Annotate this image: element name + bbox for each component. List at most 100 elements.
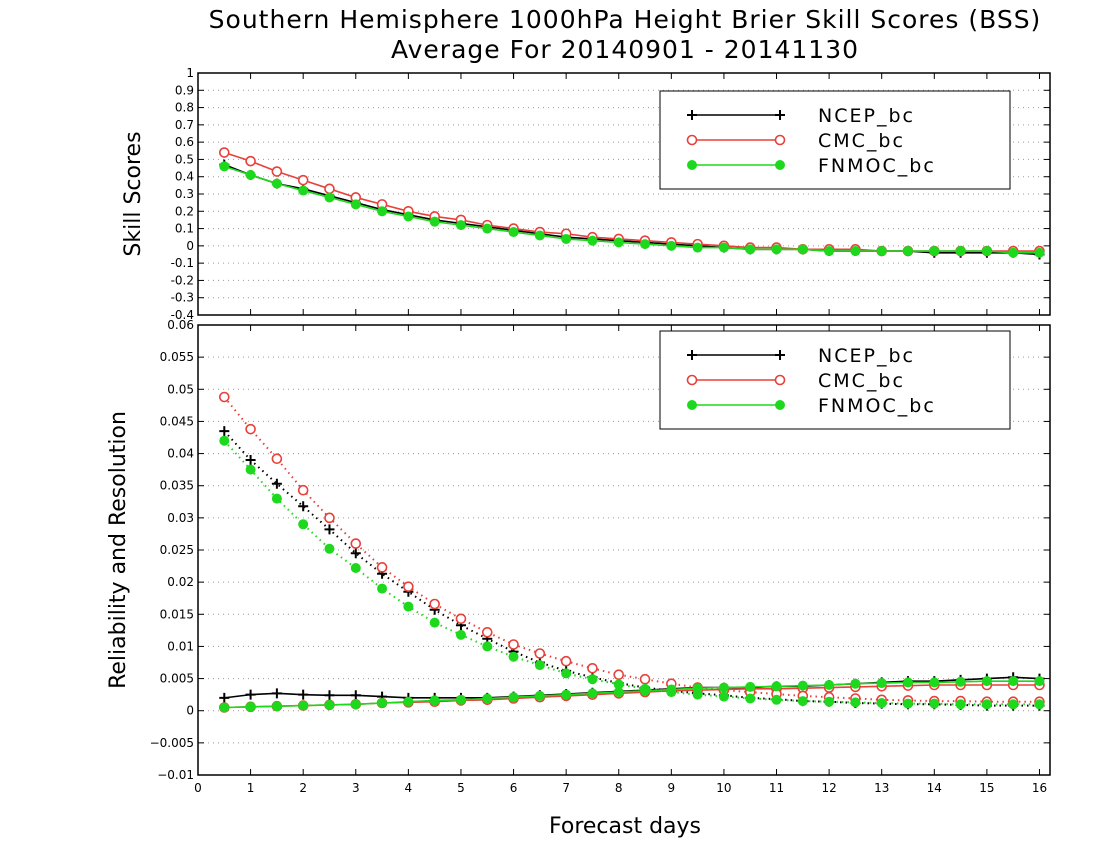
y-tick-label: 0.3 (175, 187, 194, 201)
legend-marker (686, 134, 698, 146)
y-tick-label: 0.01 (167, 639, 194, 653)
data-point (218, 147, 230, 158)
data-point (534, 230, 545, 241)
legend-entry-NCEP_bc: NCEP_bc (818, 345, 915, 367)
y-tick-label: 0.03 (167, 511, 194, 525)
data-point (534, 660, 545, 671)
legend: NCEP_bc CMC_bc FNMOC_bc (659, 90, 1011, 190)
x-tick-label: 13 (874, 781, 889, 795)
data-point (718, 691, 729, 702)
chart-title: Southern Hemisphere 1000hPa Height Brier… (209, 5, 1042, 34)
data-point (455, 694, 466, 705)
y-tick-label: 0.7 (175, 118, 194, 132)
data-point (482, 641, 493, 652)
y-tick-label: −0.01 (157, 768, 194, 782)
data-point (587, 235, 598, 246)
data-point (955, 246, 966, 257)
series-CMC_bc-reliability (218, 679, 1045, 713)
y-tick-label: 0.015 (160, 607, 194, 621)
data-point (692, 689, 703, 700)
y-tick-label: 0.4 (175, 170, 194, 184)
legend-entry-CMC_bc: CMC_bc (818, 370, 905, 392)
data-point (1008, 676, 1019, 687)
data-point (876, 698, 887, 708)
data-point (1034, 699, 1045, 710)
data-point (482, 223, 493, 234)
y-tick-label: -0.1 (171, 256, 194, 270)
data-point (850, 678, 861, 689)
data-point (271, 688, 282, 699)
legend: NCEP_bc CMC_bc FNMOC_bc (659, 330, 1011, 430)
legend-marker (687, 350, 697, 360)
chart-subtitle: Average For 20140901 - 20141130 (391, 35, 859, 64)
data-point (745, 244, 756, 255)
data-point (824, 680, 835, 690)
data-point (981, 246, 992, 257)
data-point (298, 519, 309, 530)
y-tick-label: 0.055 (160, 350, 194, 364)
data-point (929, 677, 940, 688)
y-tick-label: 0.04 (167, 447, 194, 461)
y-tick-label: 0.6 (175, 135, 194, 149)
data-point (377, 206, 388, 217)
y-tick-label: -0.3 (171, 291, 194, 305)
data-point (219, 692, 230, 703)
legend-entry-FNMOC_bc: FNMOC_bc (818, 395, 936, 417)
data-point (508, 639, 519, 650)
y-tick-label: 0.8 (175, 101, 194, 115)
data-point (271, 493, 282, 504)
x-axis-title: Forecast days (549, 814, 701, 839)
chart-panel-2: −0.01 −0.005 0 0.005 0.01 0.015 0.02 0.025 0.03 0… (106, 318, 1051, 795)
data-point (377, 583, 388, 594)
data-point (377, 698, 388, 708)
data-point (245, 455, 256, 465)
data-point (271, 478, 282, 489)
data-point (245, 423, 256, 435)
data-point (1034, 247, 1045, 258)
x-tick-label: 7 (562, 781, 570, 795)
y-tick-label: −0.005 (150, 736, 194, 750)
series-line (223, 440, 1040, 706)
data-point (429, 598, 440, 610)
data-point (613, 679, 624, 690)
x-tick-label: 0 (194, 781, 202, 795)
series-line (224, 676, 1040, 699)
data-point (403, 581, 414, 592)
data-point (561, 689, 572, 700)
data-point (561, 668, 572, 679)
series-line (223, 430, 1040, 707)
legend-marker (774, 134, 786, 146)
data-point (903, 677, 913, 688)
y-tick-label: 0.1 (175, 222, 194, 236)
y-tick-label: 0.02 (167, 575, 194, 589)
data-point (219, 161, 230, 172)
series-FNMOC_bc-reliability (219, 676, 1045, 713)
y-tick-label: 0.9 (175, 83, 194, 97)
data-point (771, 244, 782, 255)
data-point (640, 239, 651, 250)
legend-entry-CMC_bc: CMC_bc (818, 130, 905, 152)
data-point (297, 484, 309, 496)
data-point (850, 246, 861, 257)
data-point (455, 613, 467, 625)
data-point (297, 174, 309, 186)
data-point (350, 199, 361, 210)
data-point (1008, 699, 1019, 710)
x-tick-label: 2 (299, 781, 307, 795)
data-point (981, 676, 992, 687)
data-point (587, 674, 598, 685)
data-point (797, 244, 808, 255)
data-point (271, 453, 283, 465)
data-point (640, 683, 651, 694)
data-point (403, 211, 414, 222)
data-point (245, 464, 256, 475)
y-tick-label: -0.4 (171, 308, 194, 322)
data-point (481, 626, 493, 638)
data-point (876, 246, 887, 257)
data-point (639, 673, 651, 685)
y-tick-label: 0.035 (160, 479, 194, 493)
data-point (298, 700, 309, 711)
data-point (455, 220, 466, 231)
panels: -0.4 -0.3 -0.2 -0.1 0 0.1 0.2 0.3 0.4 0.5 0.6 0.7 0.… (106, 66, 1051, 795)
